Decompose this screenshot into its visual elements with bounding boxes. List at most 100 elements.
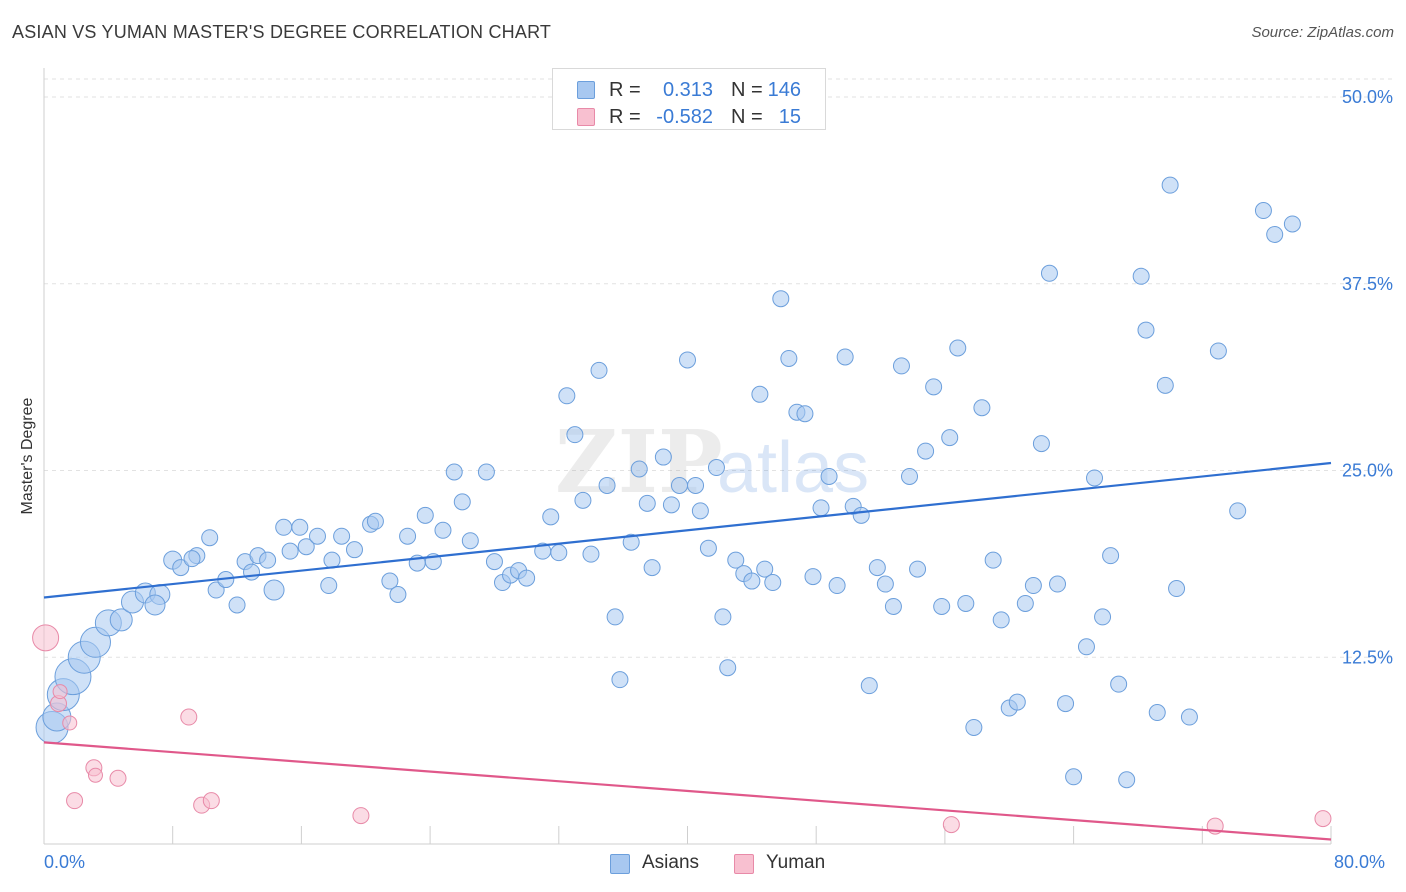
data-point (1102, 547, 1120, 565)
data-point (201, 529, 219, 547)
legend-n-value: 146 (767, 79, 801, 101)
data-point (172, 559, 190, 577)
data-point (852, 506, 870, 524)
data-point (320, 577, 338, 595)
data-point (485, 553, 503, 571)
y-tick-label: 12.5% (1342, 647, 1393, 667)
x-tick-label-min: 0.0% (44, 852, 86, 872)
data-point (691, 502, 709, 520)
data-point (772, 290, 790, 308)
data-point (1148, 704, 1166, 722)
legend-label-yuman: Yuman (766, 852, 826, 873)
data-point (243, 563, 261, 581)
data-point (965, 718, 983, 736)
data-point (1032, 435, 1050, 453)
data-point (984, 551, 1002, 569)
data-point (477, 463, 495, 481)
data-point (868, 559, 886, 577)
data-point (714, 608, 732, 626)
data-point (180, 708, 198, 726)
data-point (263, 579, 285, 601)
data-point (183, 550, 201, 568)
data-point (764, 574, 782, 592)
data-point (1209, 342, 1227, 360)
data-point (207, 581, 225, 599)
trend-line-yuman (43, 741, 1332, 841)
data-point (836, 348, 854, 366)
data-point (1168, 580, 1186, 598)
legend-n-label: N = (731, 106, 763, 128)
data-point (297, 538, 315, 556)
data-point (445, 463, 463, 481)
data-point (992, 611, 1010, 629)
data-point (550, 544, 568, 562)
data-point (590, 361, 608, 379)
legend-r-value: 0.313 (662, 79, 713, 101)
data-point (399, 527, 417, 545)
data-point (796, 405, 814, 423)
data-point (933, 597, 951, 615)
data-point (1094, 608, 1112, 626)
legend-n-value: 15 (778, 106, 801, 128)
data-point (876, 575, 894, 593)
data-point (901, 467, 919, 485)
data-point (941, 429, 959, 447)
data-point (202, 792, 220, 810)
data-point (804, 568, 822, 586)
source-label: Source: ZipAtlas.com (1251, 24, 1394, 41)
data-point (352, 807, 370, 825)
data-point (389, 586, 407, 604)
data-point (1040, 264, 1058, 282)
data-point (630, 460, 648, 478)
data-point (574, 491, 592, 509)
data-point (1118, 771, 1136, 789)
data-point (1132, 267, 1150, 285)
data-point (860, 677, 878, 695)
data-point (917, 442, 935, 460)
data-point (1254, 202, 1272, 220)
data-point (670, 476, 688, 494)
data-point (598, 476, 616, 494)
data-point (1137, 321, 1155, 339)
data-point (1156, 376, 1174, 394)
data-point (643, 559, 661, 577)
data-point (228, 596, 246, 614)
data-point (345, 541, 363, 559)
legend-r-value: -0.582 (656, 106, 713, 128)
data-point (756, 560, 774, 578)
x-tick-label-max: 80.0% (1334, 852, 1386, 872)
data-point (308, 527, 326, 545)
data-point (144, 594, 166, 616)
data-point (751, 385, 769, 403)
data-point (727, 551, 745, 569)
y-tick-label: 25.0% (1342, 461, 1393, 481)
data-point (1008, 693, 1026, 711)
data-point (416, 506, 434, 524)
data-points (32, 176, 1332, 835)
legend-row-asians: R = 0.313 N = 146 (553, 77, 827, 103)
data-point (606, 608, 624, 626)
data-point (259, 551, 277, 569)
data-point (892, 357, 910, 375)
y-tick-label: 50.0% (1342, 87, 1393, 107)
data-point (1110, 675, 1128, 693)
chart-title: ASIAN VS YUMAN MASTER'S DEGREE CORRELATI… (12, 22, 552, 42)
series-asians (35, 176, 1301, 789)
data-point (1314, 810, 1332, 828)
data-point (942, 816, 960, 834)
data-point (1049, 575, 1067, 593)
y-axis-label: Master's Degree (19, 397, 36, 515)
data-point (542, 508, 560, 526)
y-tick-label: 37.5% (1342, 274, 1393, 294)
data-point (566, 426, 584, 444)
data-point (52, 684, 68, 700)
data-point (812, 499, 830, 517)
data-point (461, 532, 479, 550)
data-point (32, 624, 60, 652)
data-point (453, 493, 471, 511)
data-point (687, 476, 705, 494)
series-yuman (32, 624, 1332, 835)
data-point (1077, 638, 1095, 656)
data-point (1086, 469, 1104, 487)
